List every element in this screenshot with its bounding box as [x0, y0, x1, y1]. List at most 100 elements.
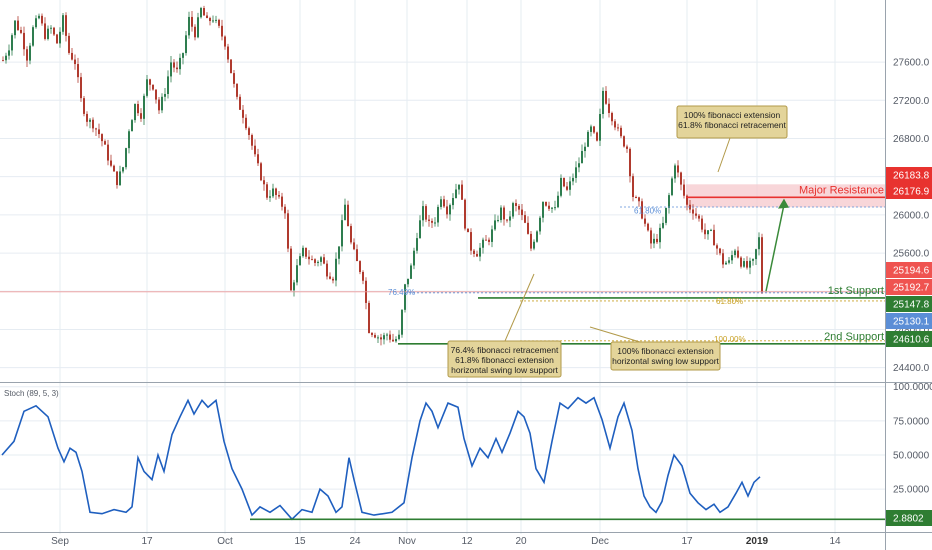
- candle-body[interactable]: [722, 253, 724, 265]
- candle-body[interactable]: [344, 204, 346, 221]
- candle-body[interactable]: [251, 135, 253, 146]
- candle-body[interactable]: [200, 8, 202, 18]
- candle-body[interactable]: [470, 232, 472, 251]
- candle-body[interactable]: [461, 184, 463, 200]
- candle-body[interactable]: [575, 167, 577, 178]
- candle-body[interactable]: [29, 45, 31, 61]
- candle-body[interactable]: [428, 219, 430, 221]
- candle-body[interactable]: [287, 213, 289, 249]
- candle-body[interactable]: [155, 89, 157, 100]
- candle-body[interactable]: [557, 195, 559, 208]
- candle-body[interactable]: [233, 73, 235, 84]
- candle-body[interactable]: [188, 16, 190, 36]
- candle-body[interactable]: [542, 201, 544, 218]
- candle-body[interactable]: [560, 177, 562, 196]
- candle-body[interactable]: [116, 171, 118, 186]
- candle-body[interactable]: [128, 131, 130, 149]
- candle-body[interactable]: [167, 76, 169, 94]
- candle-body[interactable]: [284, 206, 286, 214]
- candle-body[interactable]: [740, 257, 742, 267]
- candle-body[interactable]: [581, 151, 583, 164]
- support-resistance-levels[interactable]: Major Resistance 1st Support 2nd Support 61…: [0, 184, 885, 345]
- candle-body[interactable]: [209, 18, 211, 22]
- candle-body[interactable]: [146, 79, 148, 96]
- candle-body[interactable]: [674, 165, 676, 179]
- candle-body[interactable]: [398, 334, 400, 340]
- candle-body[interactable]: [206, 15, 208, 19]
- candle-body[interactable]: [362, 271, 364, 281]
- candle-body[interactable]: [569, 181, 571, 190]
- candle-body[interactable]: [191, 16, 193, 27]
- candle-body[interactable]: [629, 148, 631, 177]
- candle-body[interactable]: [563, 177, 565, 187]
- candle-body[interactable]: [527, 222, 529, 234]
- candle-body[interactable]: [422, 206, 424, 221]
- candle-body[interactable]: [122, 167, 124, 172]
- candle-body[interactable]: [668, 195, 670, 208]
- candle-body[interactable]: [665, 207, 667, 223]
- candle-body[interactable]: [356, 249, 358, 262]
- candle-body[interactable]: [113, 165, 115, 172]
- candle-body[interactable]: [539, 217, 541, 232]
- candle-body[interactable]: [215, 19, 217, 21]
- candle-body[interactable]: [749, 260, 751, 268]
- candle-body[interactable]: [389, 334, 391, 340]
- candle-body[interactable]: [455, 189, 457, 199]
- candle-body[interactable]: [473, 250, 475, 254]
- candle-body[interactable]: [602, 90, 604, 115]
- candle-body[interactable]: [290, 248, 292, 291]
- candle-body[interactable]: [734, 250, 736, 256]
- candle-body[interactable]: [545, 201, 547, 206]
- candle-body[interactable]: [47, 28, 49, 39]
- candle-body[interactable]: [599, 114, 601, 141]
- candle-body[interactable]: [266, 184, 268, 198]
- candle-body[interactable]: [446, 206, 448, 215]
- candle-body[interactable]: [140, 113, 142, 119]
- candle-body[interactable]: [452, 198, 454, 206]
- candle-body[interactable]: [5, 55, 7, 61]
- candle-body[interactable]: [254, 145, 256, 155]
- candle-body[interactable]: [164, 93, 166, 97]
- candle-body[interactable]: [263, 180, 265, 185]
- candle-body[interactable]: [239, 96, 241, 110]
- candle-body[interactable]: [17, 20, 19, 30]
- candle-body[interactable]: [650, 230, 652, 244]
- candle-body[interactable]: [170, 62, 172, 77]
- candle-body[interactable]: [194, 26, 196, 38]
- candle-body[interactable]: [419, 220, 421, 239]
- candle-body[interactable]: [587, 131, 589, 147]
- candle-body[interactable]: [38, 15, 40, 19]
- candle-body[interactable]: [728, 260, 730, 263]
- candle-body[interactable]: [458, 184, 460, 190]
- candle-body[interactable]: [80, 77, 82, 99]
- candle-body[interactable]: [59, 31, 61, 44]
- candle-body[interactable]: [503, 207, 505, 220]
- candle-body[interactable]: [494, 220, 496, 230]
- candle-body[interactable]: [293, 282, 295, 291]
- candle-body[interactable]: [590, 126, 592, 132]
- candle-body[interactable]: [479, 247, 481, 257]
- candle-body[interactable]: [620, 127, 622, 137]
- candle-body[interactable]: [497, 220, 499, 222]
- candle-body[interactable]: [53, 27, 55, 35]
- candle-body[interactable]: [182, 53, 184, 58]
- candle-body[interactable]: [74, 59, 76, 65]
- candle-body[interactable]: [704, 229, 706, 235]
- candle-body[interactable]: [326, 263, 328, 277]
- candle-body[interactable]: [746, 261, 748, 268]
- candle-body[interactable]: [242, 109, 244, 118]
- candle-body[interactable]: [110, 160, 112, 166]
- candle-body[interactable]: [659, 227, 661, 243]
- candle-body[interactable]: [653, 238, 655, 244]
- candle-body[interactable]: [617, 127, 619, 129]
- candle-body[interactable]: [434, 222, 436, 224]
- candle-body[interactable]: [584, 146, 586, 152]
- candle-body[interactable]: [758, 237, 760, 250]
- candle-body[interactable]: [44, 23, 46, 39]
- candle-body[interactable]: [386, 334, 388, 336]
- candle-body[interactable]: [662, 222, 664, 228]
- candle-body[interactable]: [677, 165, 679, 173]
- candle-body[interactable]: [368, 302, 370, 334]
- candle-body[interactable]: [14, 20, 16, 36]
